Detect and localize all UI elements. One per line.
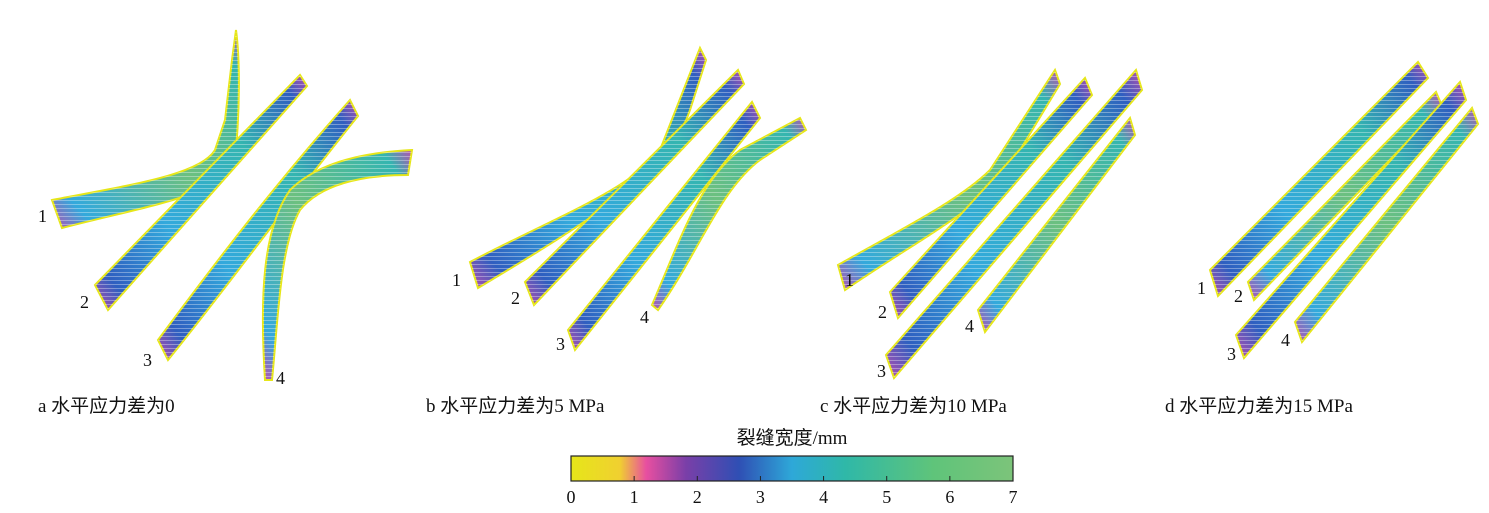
fracture-d3-label: 3 (1227, 344, 1236, 364)
fracture-c3-label: 3 (877, 361, 886, 381)
colorbar-title: 裂缝宽度/mm (737, 427, 848, 449)
fracture-c2-label: 2 (878, 302, 887, 322)
panel-c: 1 2 3 4 c 水平应力差为10 MPa (820, 67, 1144, 417)
fracture-a3-label: 3 (143, 350, 152, 370)
colorbar-tick-label: 7 (1009, 487, 1018, 507)
colorbar-gradient (570, 455, 1014, 482)
panel-b: 1 2 3 4 b 水平应力差为5 MPa (426, 45, 808, 417)
colorbar-ticks: 0 1 2 3 4 5 6 7 (567, 476, 1018, 507)
colorbar-tick-label: 0 (567, 487, 576, 507)
fracture-c1-label: 1 (845, 270, 854, 290)
fracture-b3-label: 3 (556, 334, 565, 354)
fracture-a1-label: 1 (38, 206, 47, 226)
panel-d-caption: d 水平应力差为15 MPa (1165, 395, 1353, 417)
fracture-a4-label: 4 (276, 368, 285, 388)
colorbar-tick-label: 6 (945, 487, 954, 507)
colorbar-tick-label: 4 (819, 487, 828, 507)
fracture-b2-label: 2 (511, 288, 520, 308)
colorbar-tick-label: 5 (882, 487, 891, 507)
fracture-d2-label: 2 (1234, 286, 1243, 306)
colorbar: 裂缝宽度/mm 0 1 2 3 4 5 6 7 (567, 427, 1018, 507)
fracture-d1-label: 1 (1197, 278, 1206, 298)
colorbar-tick-label: 2 (693, 487, 702, 507)
fracture-d4-label: 4 (1281, 330, 1290, 350)
colorbar-tick-label: 1 (630, 487, 639, 507)
fracture-b1-label: 1 (452, 270, 461, 290)
colorbar-tick-label: 3 (756, 487, 765, 507)
panel-c-caption: c 水平应力差为10 MPa (820, 395, 1007, 417)
fracture-c4-label: 4 (965, 316, 974, 336)
panel-a-caption: a 水平应力差为0 (38, 395, 175, 417)
panel-a: 1 2 3 4 a 水平应力差为0 (38, 29, 414, 417)
fracture-b4-label: 4 (640, 307, 649, 327)
panel-d: 1 2 3 4 d 水平应力差为15 MPa (1165, 60, 1480, 417)
fracture-a2-label: 2 (80, 292, 89, 312)
panel-b-caption: b 水平应力差为5 MPa (426, 395, 605, 417)
